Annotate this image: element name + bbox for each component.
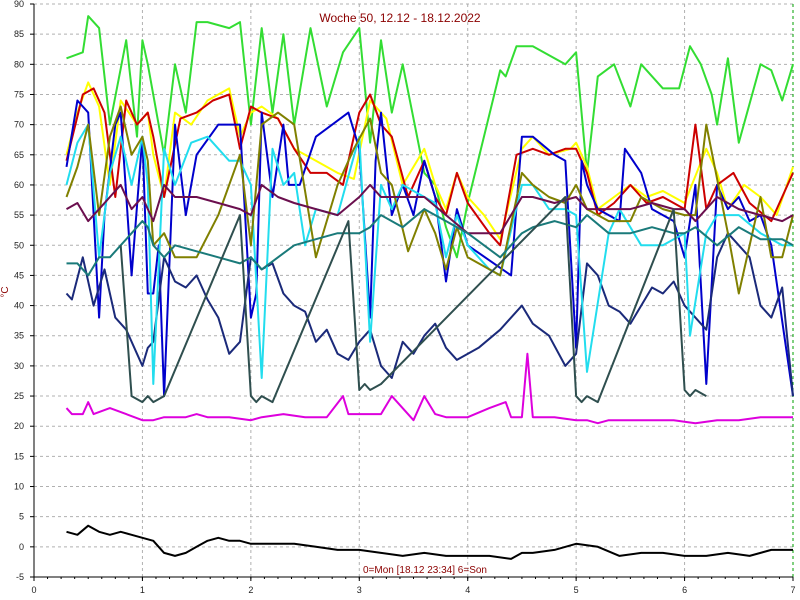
series-lines — [65, 15, 794, 560]
y-tick-label: 50 — [14, 240, 24, 250]
series-line-12 — [66, 524, 793, 560]
y-tick-label: 40 — [14, 301, 24, 311]
chart-title: Woche 50, 12.12 - 18.12.2022 — [319, 11, 481, 25]
y-tick-label: 20 — [14, 421, 24, 431]
series-line-10 — [119, 196, 707, 404]
y-tick-label: 65 — [14, 150, 24, 160]
y-tick-label: 85 — [14, 29, 24, 39]
x-tick-label: 7 — [790, 585, 795, 595]
y-tick-label: 30 — [14, 361, 24, 371]
y-tick-label: 5 — [19, 512, 24, 522]
y-tick-label: 25 — [14, 391, 24, 401]
y-tick-label: 70 — [14, 120, 24, 130]
y-axis-label: °C — [0, 286, 11, 297]
y-tick-label: 10 — [14, 482, 24, 492]
series-line-11 — [65, 352, 793, 425]
x-axis-label: 0=Mon [18.12 23:34] 6=Son — [363, 565, 487, 576]
y-tick-label: 15 — [14, 451, 24, 461]
x-tick-label: 6 — [682, 585, 687, 595]
y-tick-label: -5 — [16, 572, 24, 582]
grid-lines — [33, 3, 794, 578]
series-line-5 — [65, 232, 794, 397]
y-tick-label: 80 — [14, 59, 24, 69]
x-tick-label: 4 — [465, 585, 470, 595]
y-tick-label: 35 — [14, 331, 24, 341]
series-line-8 — [66, 183, 794, 235]
series-line-1 — [66, 15, 794, 259]
y-tick-label: 60 — [14, 180, 24, 190]
y-tick-label: 75 — [14, 89, 24, 99]
x-tick-label: 0 — [31, 585, 36, 595]
series-line-7 — [65, 105, 794, 295]
series-line-4 — [65, 99, 794, 398]
series-line-2 — [65, 81, 794, 241]
x-tick-label: 3 — [357, 585, 362, 595]
y-tick-label: 0 — [19, 542, 24, 552]
x-tick-label: 1 — [140, 585, 145, 595]
y-tick-label: 45 — [14, 270, 24, 280]
x-tick-label: 5 — [574, 585, 579, 595]
series-line-9 — [66, 208, 794, 277]
y-tick-label: 90 — [14, 0, 24, 9]
x-tick-label: 2 — [248, 585, 253, 595]
y-tick-label: 55 — [14, 210, 24, 220]
